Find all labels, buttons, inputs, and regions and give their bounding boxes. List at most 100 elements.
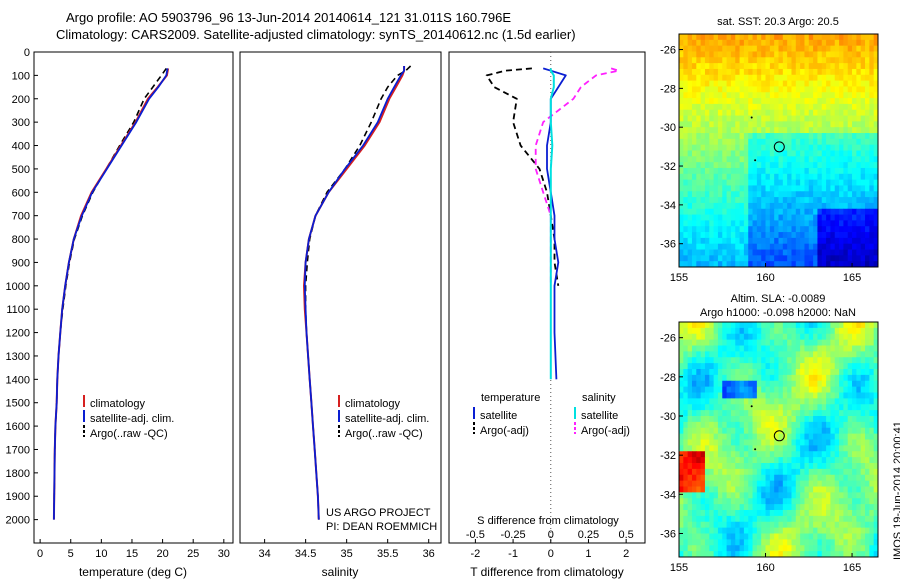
sla-cell-cell bbox=[774, 480, 779, 487]
sst-cell-cell bbox=[847, 80, 853, 87]
sst-cell-cell bbox=[713, 197, 719, 204]
sla-cell-cell bbox=[856, 498, 862, 505]
sst-cell-cell bbox=[735, 243, 740, 250]
sla-cell-cell bbox=[843, 333, 849, 341]
sst-cell-cell bbox=[722, 173, 727, 181]
sst-cell-cell bbox=[761, 179, 766, 186]
sst-cell-cell bbox=[791, 51, 797, 58]
sst-cell-cell bbox=[700, 92, 706, 99]
sla-cell-cell bbox=[778, 439, 784, 446]
sst-cell-cell bbox=[717, 109, 723, 116]
sla-cell-cell bbox=[683, 357, 689, 364]
sla-cell-cell bbox=[730, 427, 736, 435]
sla-cell-cell bbox=[834, 410, 840, 417]
sst-cell-cell bbox=[769, 133, 775, 140]
sla-cell-cell bbox=[800, 421, 805, 429]
sst-cell-cell bbox=[748, 74, 753, 82]
sst-cell-cell bbox=[765, 255, 771, 262]
sst-cell-cell bbox=[696, 34, 702, 41]
sst-cell-cell bbox=[865, 127, 870, 134]
sla-cell-cell bbox=[752, 433, 758, 440]
sst-cell-cell bbox=[756, 34, 762, 41]
sla-cell-cell bbox=[743, 480, 749, 487]
sla-cell-cell bbox=[791, 504, 797, 511]
y-tick-label: 1200 bbox=[6, 328, 30, 340]
sla-cell-cell bbox=[791, 327, 797, 335]
sst-cell-cell bbox=[739, 214, 745, 221]
sst-cell-cell bbox=[839, 156, 844, 163]
x-tick-label: 10 bbox=[95, 548, 107, 560]
sla-cell-cell bbox=[834, 515, 840, 523]
sla-cell-cell bbox=[687, 398, 693, 405]
sst-cell-cell bbox=[735, 39, 740, 47]
sla-cell-cell bbox=[756, 480, 762, 487]
sst-cell-cell bbox=[717, 133, 723, 140]
sst-cell-cell bbox=[769, 98, 775, 105]
sla-cell-cell bbox=[726, 527, 732, 534]
sla-cell-cell bbox=[865, 369, 870, 376]
sla-cell-cell bbox=[765, 421, 771, 429]
sla-cell-cell bbox=[748, 374, 753, 382]
sla-cell-cell bbox=[704, 451, 710, 458]
sla-cell-cell bbox=[800, 515, 805, 523]
sst-cell-cell bbox=[860, 109, 866, 116]
y-tick-label: 200 bbox=[12, 94, 30, 106]
sla-cell-cell bbox=[739, 351, 745, 358]
sla-cell-cell bbox=[804, 416, 810, 423]
sst-cell-cell bbox=[834, 167, 840, 175]
sla-cell-cell bbox=[800, 398, 805, 405]
sla-cell-cell bbox=[787, 404, 792, 411]
sla-cell-cell bbox=[696, 392, 702, 399]
sla-cell-cell bbox=[730, 551, 736, 558]
sla-cell-cell bbox=[683, 504, 689, 511]
sst-cell-cell bbox=[795, 45, 801, 52]
sla-cell-cell bbox=[843, 533, 849, 540]
sla-cell-cell bbox=[700, 427, 706, 435]
sla-cell-cell bbox=[743, 404, 749, 411]
sst-cell-cell bbox=[852, 226, 857, 233]
sla-cell-cell bbox=[847, 474, 853, 482]
sla-cell-cell bbox=[852, 345, 857, 352]
sla-cell-cell bbox=[761, 545, 766, 552]
sst-cell-cell bbox=[748, 86, 753, 93]
sla-cell-cell bbox=[852, 533, 857, 540]
sst-cell-cell bbox=[834, 214, 840, 221]
sst-cell-cell bbox=[765, 179, 771, 186]
sst-cell-cell bbox=[739, 92, 745, 99]
sla-cell-cell bbox=[839, 333, 844, 341]
sla-cell-cell bbox=[730, 357, 736, 364]
sst-cell-cell bbox=[830, 57, 836, 64]
sst-cell-cell bbox=[804, 45, 810, 52]
sla-cell-cell bbox=[752, 510, 758, 517]
sst-cell-cell bbox=[787, 34, 792, 41]
sla-cell-cell bbox=[787, 380, 792, 388]
sst-cell-cell bbox=[769, 173, 775, 181]
sla-cell-cell bbox=[873, 333, 879, 341]
sla-cell-cell bbox=[743, 333, 749, 341]
sst-cell-cell bbox=[765, 144, 771, 151]
sla-cell-cell bbox=[765, 498, 771, 505]
sla-cell-cell bbox=[713, 539, 719, 546]
sla-cell-cell bbox=[683, 492, 689, 499]
sst-cell-cell bbox=[761, 34, 766, 41]
sst-cell-cell bbox=[713, 127, 719, 134]
sla-cell-cell bbox=[687, 386, 693, 393]
sla-cell-cell bbox=[726, 322, 732, 329]
sst-cell-cell bbox=[683, 68, 689, 76]
sst-cell-cell bbox=[756, 115, 762, 122]
sst-cell-cell bbox=[856, 121, 862, 128]
sst-cell-cell bbox=[761, 237, 766, 245]
sst-cell-cell bbox=[756, 144, 762, 151]
sst-cell-cell bbox=[865, 226, 870, 233]
sla-cell-cell bbox=[778, 445, 784, 452]
sst-cell-cell bbox=[687, 86, 693, 93]
sst-cell-cell bbox=[808, 57, 814, 64]
sla-cell-cell bbox=[852, 510, 857, 517]
sla-cell-cell bbox=[713, 339, 719, 346]
sla-cell-cell bbox=[800, 339, 805, 346]
sst-cell-cell bbox=[787, 156, 792, 163]
sst-cell-cell bbox=[817, 156, 823, 163]
sla-cell-cell bbox=[795, 327, 801, 335]
sla-cell-cell bbox=[821, 521, 827, 529]
